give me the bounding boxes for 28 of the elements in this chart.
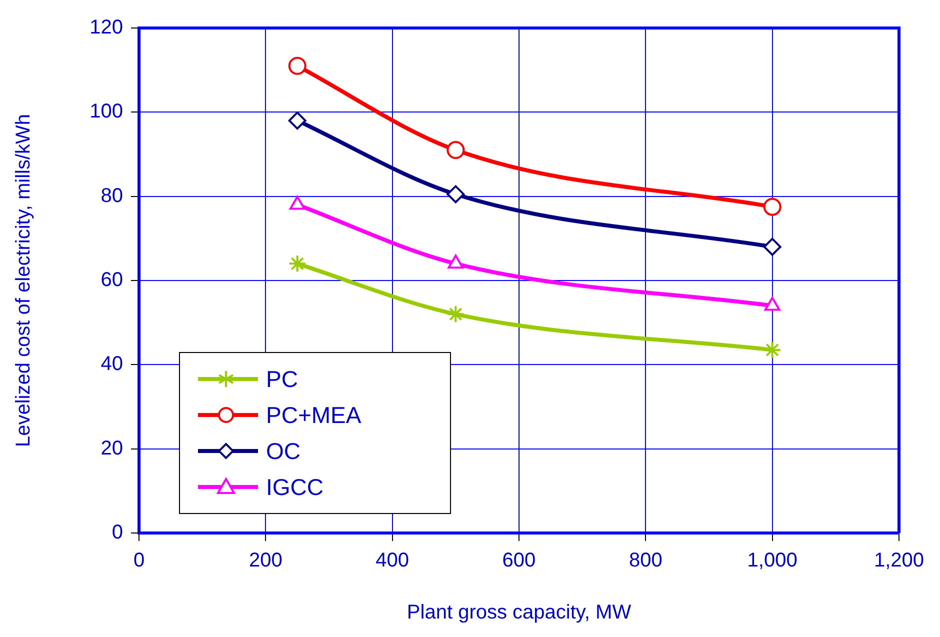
x-tick-label: 400 <box>376 550 410 572</box>
point <box>446 141 465 160</box>
legend-label: PC+MEA <box>266 402 362 428</box>
y-axis-title: Levelized cost of electricity, mills/kWh <box>12 114 35 448</box>
x-tick-label: 800 <box>628 550 662 572</box>
legend-label: OC <box>266 438 300 464</box>
y-tick-label: 40 <box>100 353 123 376</box>
legend-label: IGCC <box>266 474 324 500</box>
point <box>446 185 465 204</box>
y-tick-label: 80 <box>100 184 123 207</box>
point <box>288 254 306 273</box>
x-tick-label: 200 <box>248 550 282 572</box>
point <box>446 305 465 324</box>
x-tick-label: 600 <box>502 550 536 572</box>
y-tick-label: 100 <box>90 100 123 123</box>
y-tick-label: 60 <box>100 269 123 292</box>
x-tick-label: 0 <box>133 550 145 572</box>
x-tick-label: 1,200 <box>874 550 924 572</box>
point <box>763 198 782 216</box>
x-axis-title: Plant gross capacity, MW <box>406 602 632 624</box>
y-tick-label: 120 <box>90 16 123 39</box>
point <box>288 112 306 130</box>
y-tick-label: 20 <box>100 437 123 460</box>
point <box>288 56 306 75</box>
x-tick-label: 1,000 <box>747 550 798 572</box>
legend-label: PC <box>266 366 298 392</box>
y-tick-label: 0 <box>112 522 123 544</box>
point <box>763 238 782 256</box>
